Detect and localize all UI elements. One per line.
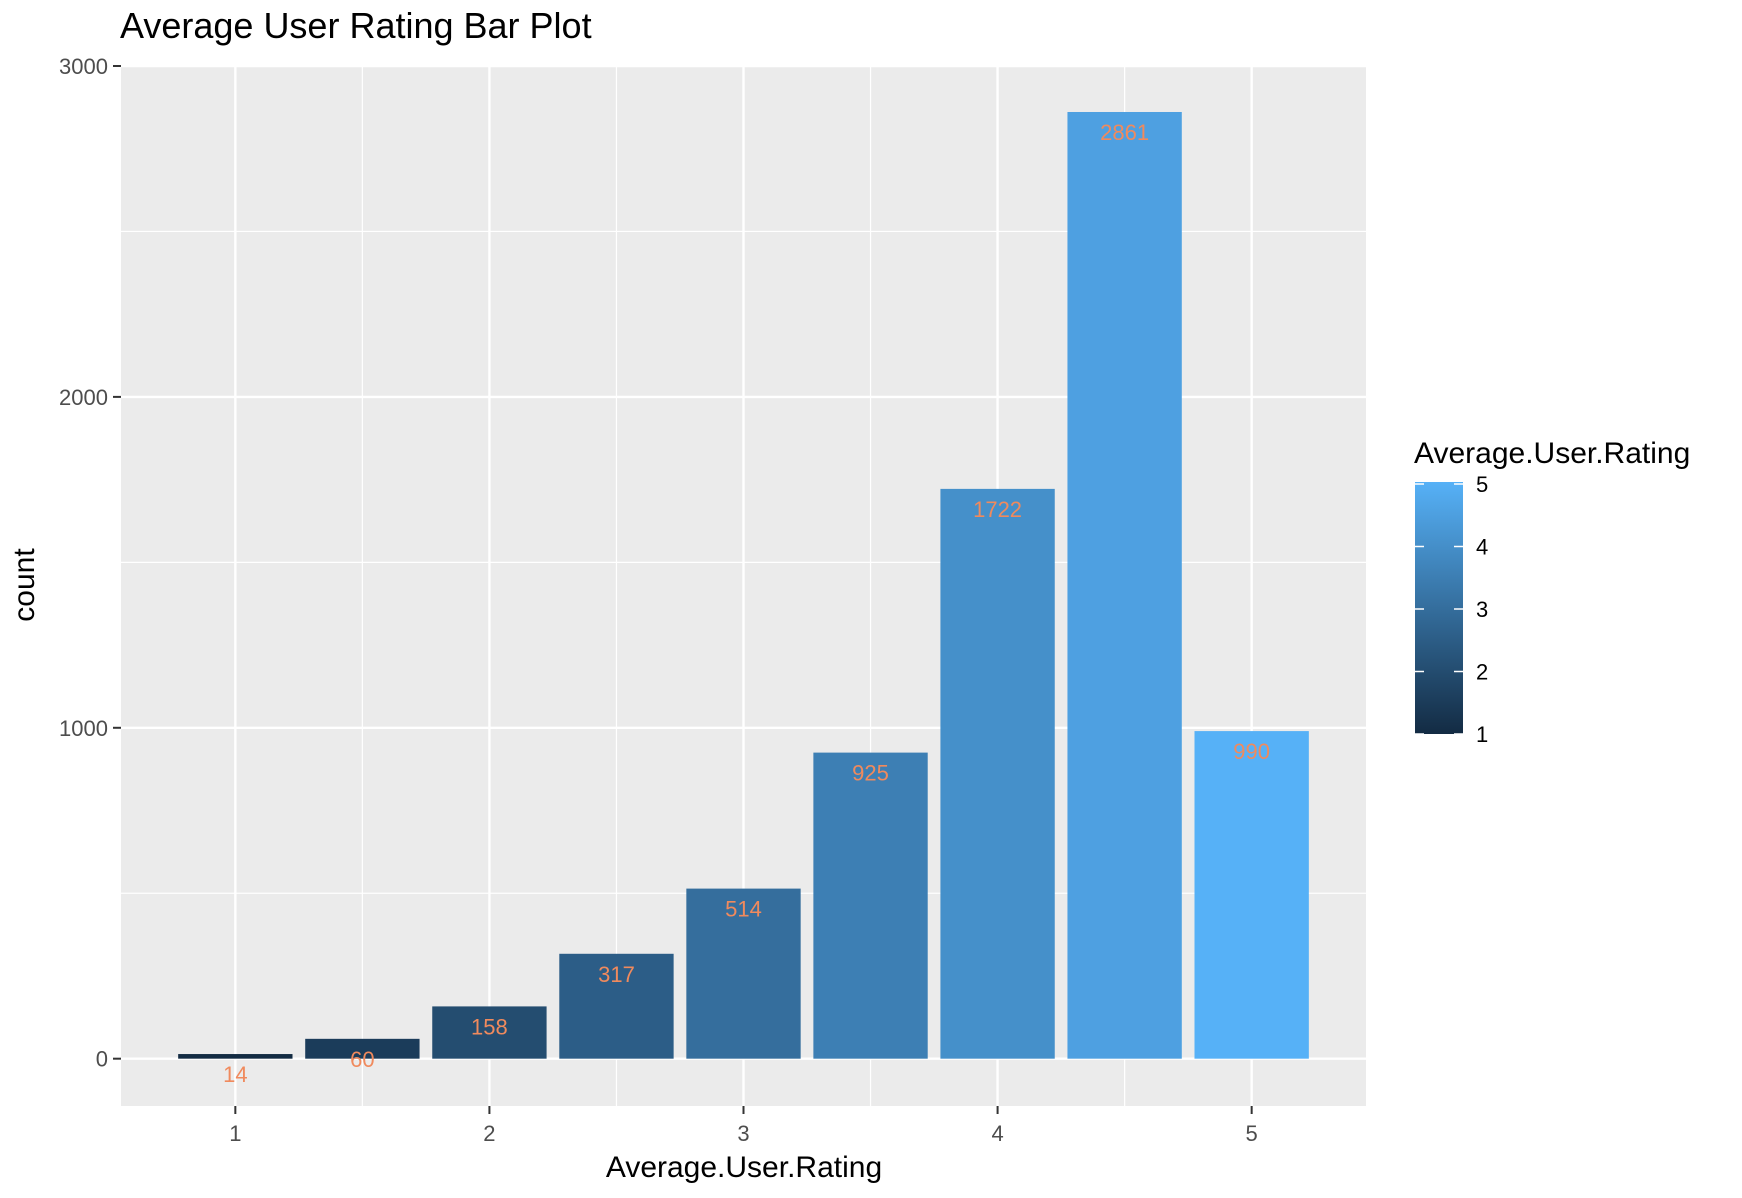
- y-tick-label: 0: [96, 1047, 108, 1072]
- y-axis: 0 1000 2000 3000: [59, 54, 121, 1072]
- legend-title: Average.User.Rating: [1414, 437, 1690, 470]
- x-tick-label: 2: [483, 1121, 495, 1146]
- data-label-rating-5: 990: [1233, 739, 1270, 764]
- data-label-rating-2.5: 317: [598, 962, 635, 987]
- data-label-rating-4.5: 2861: [1100, 120, 1149, 145]
- bar-rating-2: [432, 1006, 547, 1059]
- legend-tick-label: 3: [1476, 597, 1488, 622]
- data-labels: 14 60 158 317 514 925 1722 2861 990: [223, 120, 1270, 1087]
- data-label-rating-3.5: 925: [852, 761, 889, 786]
- data-label-rating-1: 14: [223, 1062, 247, 1087]
- bar-rating-4.5: [1067, 111, 1182, 1059]
- legend-tick-label: 1: [1476, 722, 1488, 747]
- y-tick-label: 1000: [59, 716, 108, 741]
- bar-rating-5: [1194, 731, 1309, 1059]
- y-tick-label: 3000: [59, 54, 108, 79]
- bar-rating-2.5: [559, 953, 674, 1059]
- y-tick-label: 2000: [59, 385, 108, 410]
- legend-ticks: 1 2 3 4 5: [1415, 472, 1488, 747]
- bar-rating-3: [686, 888, 801, 1059]
- bar-rating-3.5: [813, 752, 928, 1059]
- x-axis-title: Average.User.Rating: [606, 1151, 882, 1184]
- legend-tick-label: 2: [1476, 660, 1488, 685]
- legend-tick-label: 4: [1476, 535, 1488, 560]
- data-label-rating-3: 514: [725, 897, 762, 922]
- bar-rating-4: [940, 488, 1055, 1059]
- data-label-rating-1.5: 60: [350, 1047, 374, 1072]
- bar-rating-1.5: [305, 1038, 420, 1059]
- legend-colorbar: [1415, 482, 1463, 734]
- x-tick-label: 5: [1246, 1121, 1258, 1146]
- chart-title: Average User Rating Bar Plot: [120, 5, 592, 46]
- legend: Average.User.Rating 1 2 3 4 5: [1414, 437, 1690, 747]
- data-label-rating-4: 1722: [973, 497, 1022, 522]
- bars: [178, 111, 1309, 1059]
- legend-tick-label: 5: [1476, 472, 1488, 497]
- y-axis-title: count: [8, 548, 41, 622]
- data-label-rating-2: 158: [471, 1014, 508, 1039]
- x-tick-label: 4: [991, 1121, 1003, 1146]
- x-tick-label: 3: [737, 1121, 749, 1146]
- x-axis: 1 2 3 4 5: [229, 1106, 1258, 1146]
- x-tick-label: 1: [229, 1121, 241, 1146]
- bar-rating-1: [178, 1054, 293, 1059]
